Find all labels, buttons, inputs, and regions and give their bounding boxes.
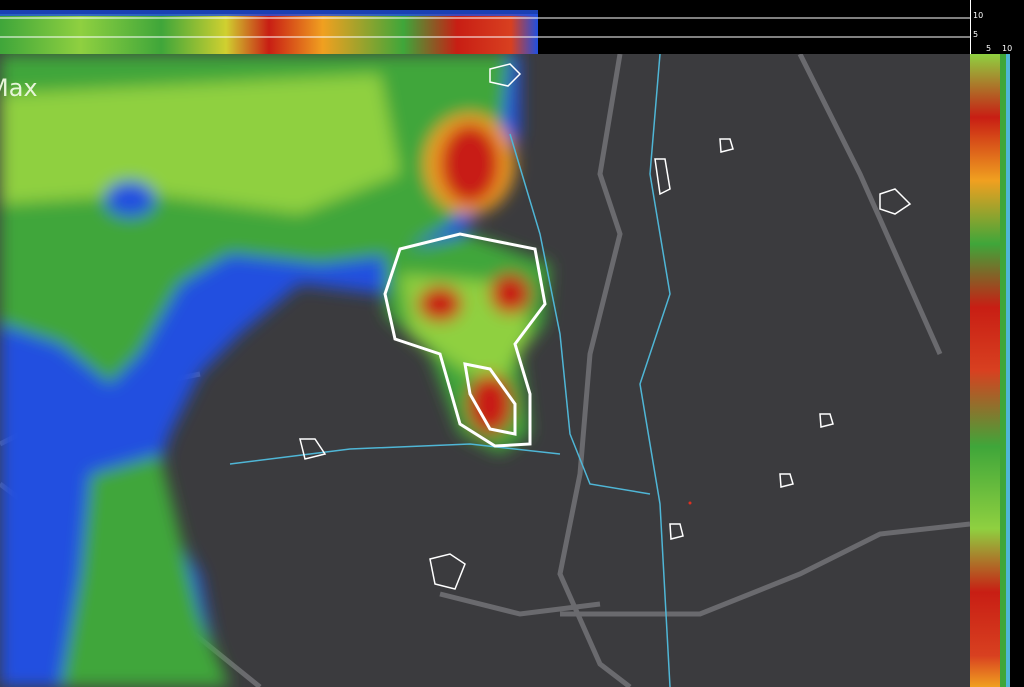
small-outline [489,63,522,87]
top-cross-section-panel [0,0,970,54]
small-outline [719,138,734,153]
small-outline [654,158,671,196]
side-axis-tick: 10 [1002,44,1013,53]
top-reflectivity-band [0,14,538,54]
storm-cell-outline [383,232,547,448]
map-label: Max [0,74,38,102]
rivers [229,54,671,687]
radar-precipitation [0,54,550,687]
small-outline [819,413,834,428]
top-cross-section-plot [0,10,970,54]
side-axis-tick: 5 [986,44,992,53]
side-reflectivity-band [970,54,1000,687]
storm-cell-outline [463,362,517,436]
river-line [639,54,671,687]
storm-cell-outlines [383,232,547,448]
small-outline [879,188,912,215]
small-outline [429,553,466,590]
river-line [229,443,561,465]
small-outline [299,438,327,460]
radar-map[interactable]: Max [0,54,970,687]
small-outlines [299,63,912,590]
small-outline [779,473,794,488]
top-axis-tick: 10 [973,11,984,20]
location-marker [688,501,692,505]
side-cross-section-plot [970,54,1010,687]
radar-map-canvas [0,54,970,687]
boundary-line [560,521,970,617]
side-cross-section-panel: 10 5 5 10 [970,0,1024,687]
small-outline [669,523,684,540]
boundary-line [557,54,632,687]
boundary-line [797,54,943,356]
boundary-line [439,591,601,617]
river-line [509,133,651,495]
top-axis-tick: 5 [973,30,979,39]
